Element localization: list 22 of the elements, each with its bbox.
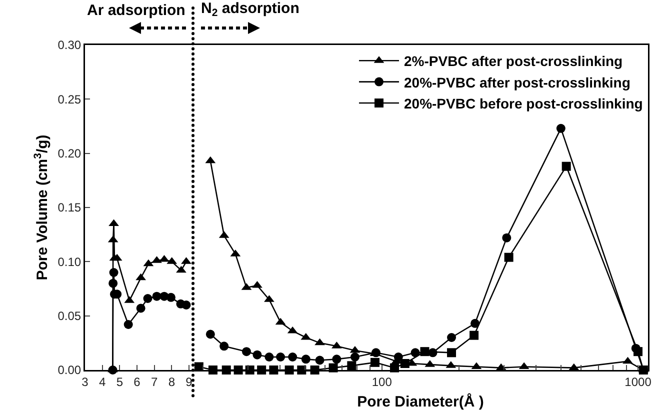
x-tick-label: 5: [116, 374, 124, 389]
x-tick-label: 100: [372, 374, 392, 389]
x-axis-title: Pore Diameter(Å ): [357, 392, 484, 411]
y-tick-label: 0.10: [58, 254, 82, 269]
y-tick-label: 0.25: [58, 92, 82, 106]
x-tick-label: 4: [98, 374, 106, 389]
legend-label: 20%-PVBC before post-crosslinking: [404, 95, 643, 112]
x-tick-label: 3: [82, 374, 89, 389]
text: Ar adsorption: [87, 2, 186, 19]
x-tick-label: 7: [150, 374, 158, 389]
x-tick-label: 9: [186, 374, 193, 389]
x-tick-label: 1000: [624, 374, 652, 389]
text: N$_{2}$ adsorption: [201, 0, 300, 20]
x-tick-label: 8: [168, 374, 176, 389]
legend-label: 20%-PVBC after post-crosslinking: [404, 74, 630, 90]
x-tick-label: 6: [134, 374, 141, 389]
y-tick-label: 0.15: [58, 200, 82, 215]
y-tick-label: 0.30: [58, 38, 82, 52]
y-tick-label: 0.20: [58, 146, 82, 161]
y-tick-label: 0.00: [58, 363, 82, 378]
legend-label: 2%-PVBC after post-crosslinking: [404, 53, 623, 70]
y-tick-label: 0.05: [58, 309, 82, 324]
